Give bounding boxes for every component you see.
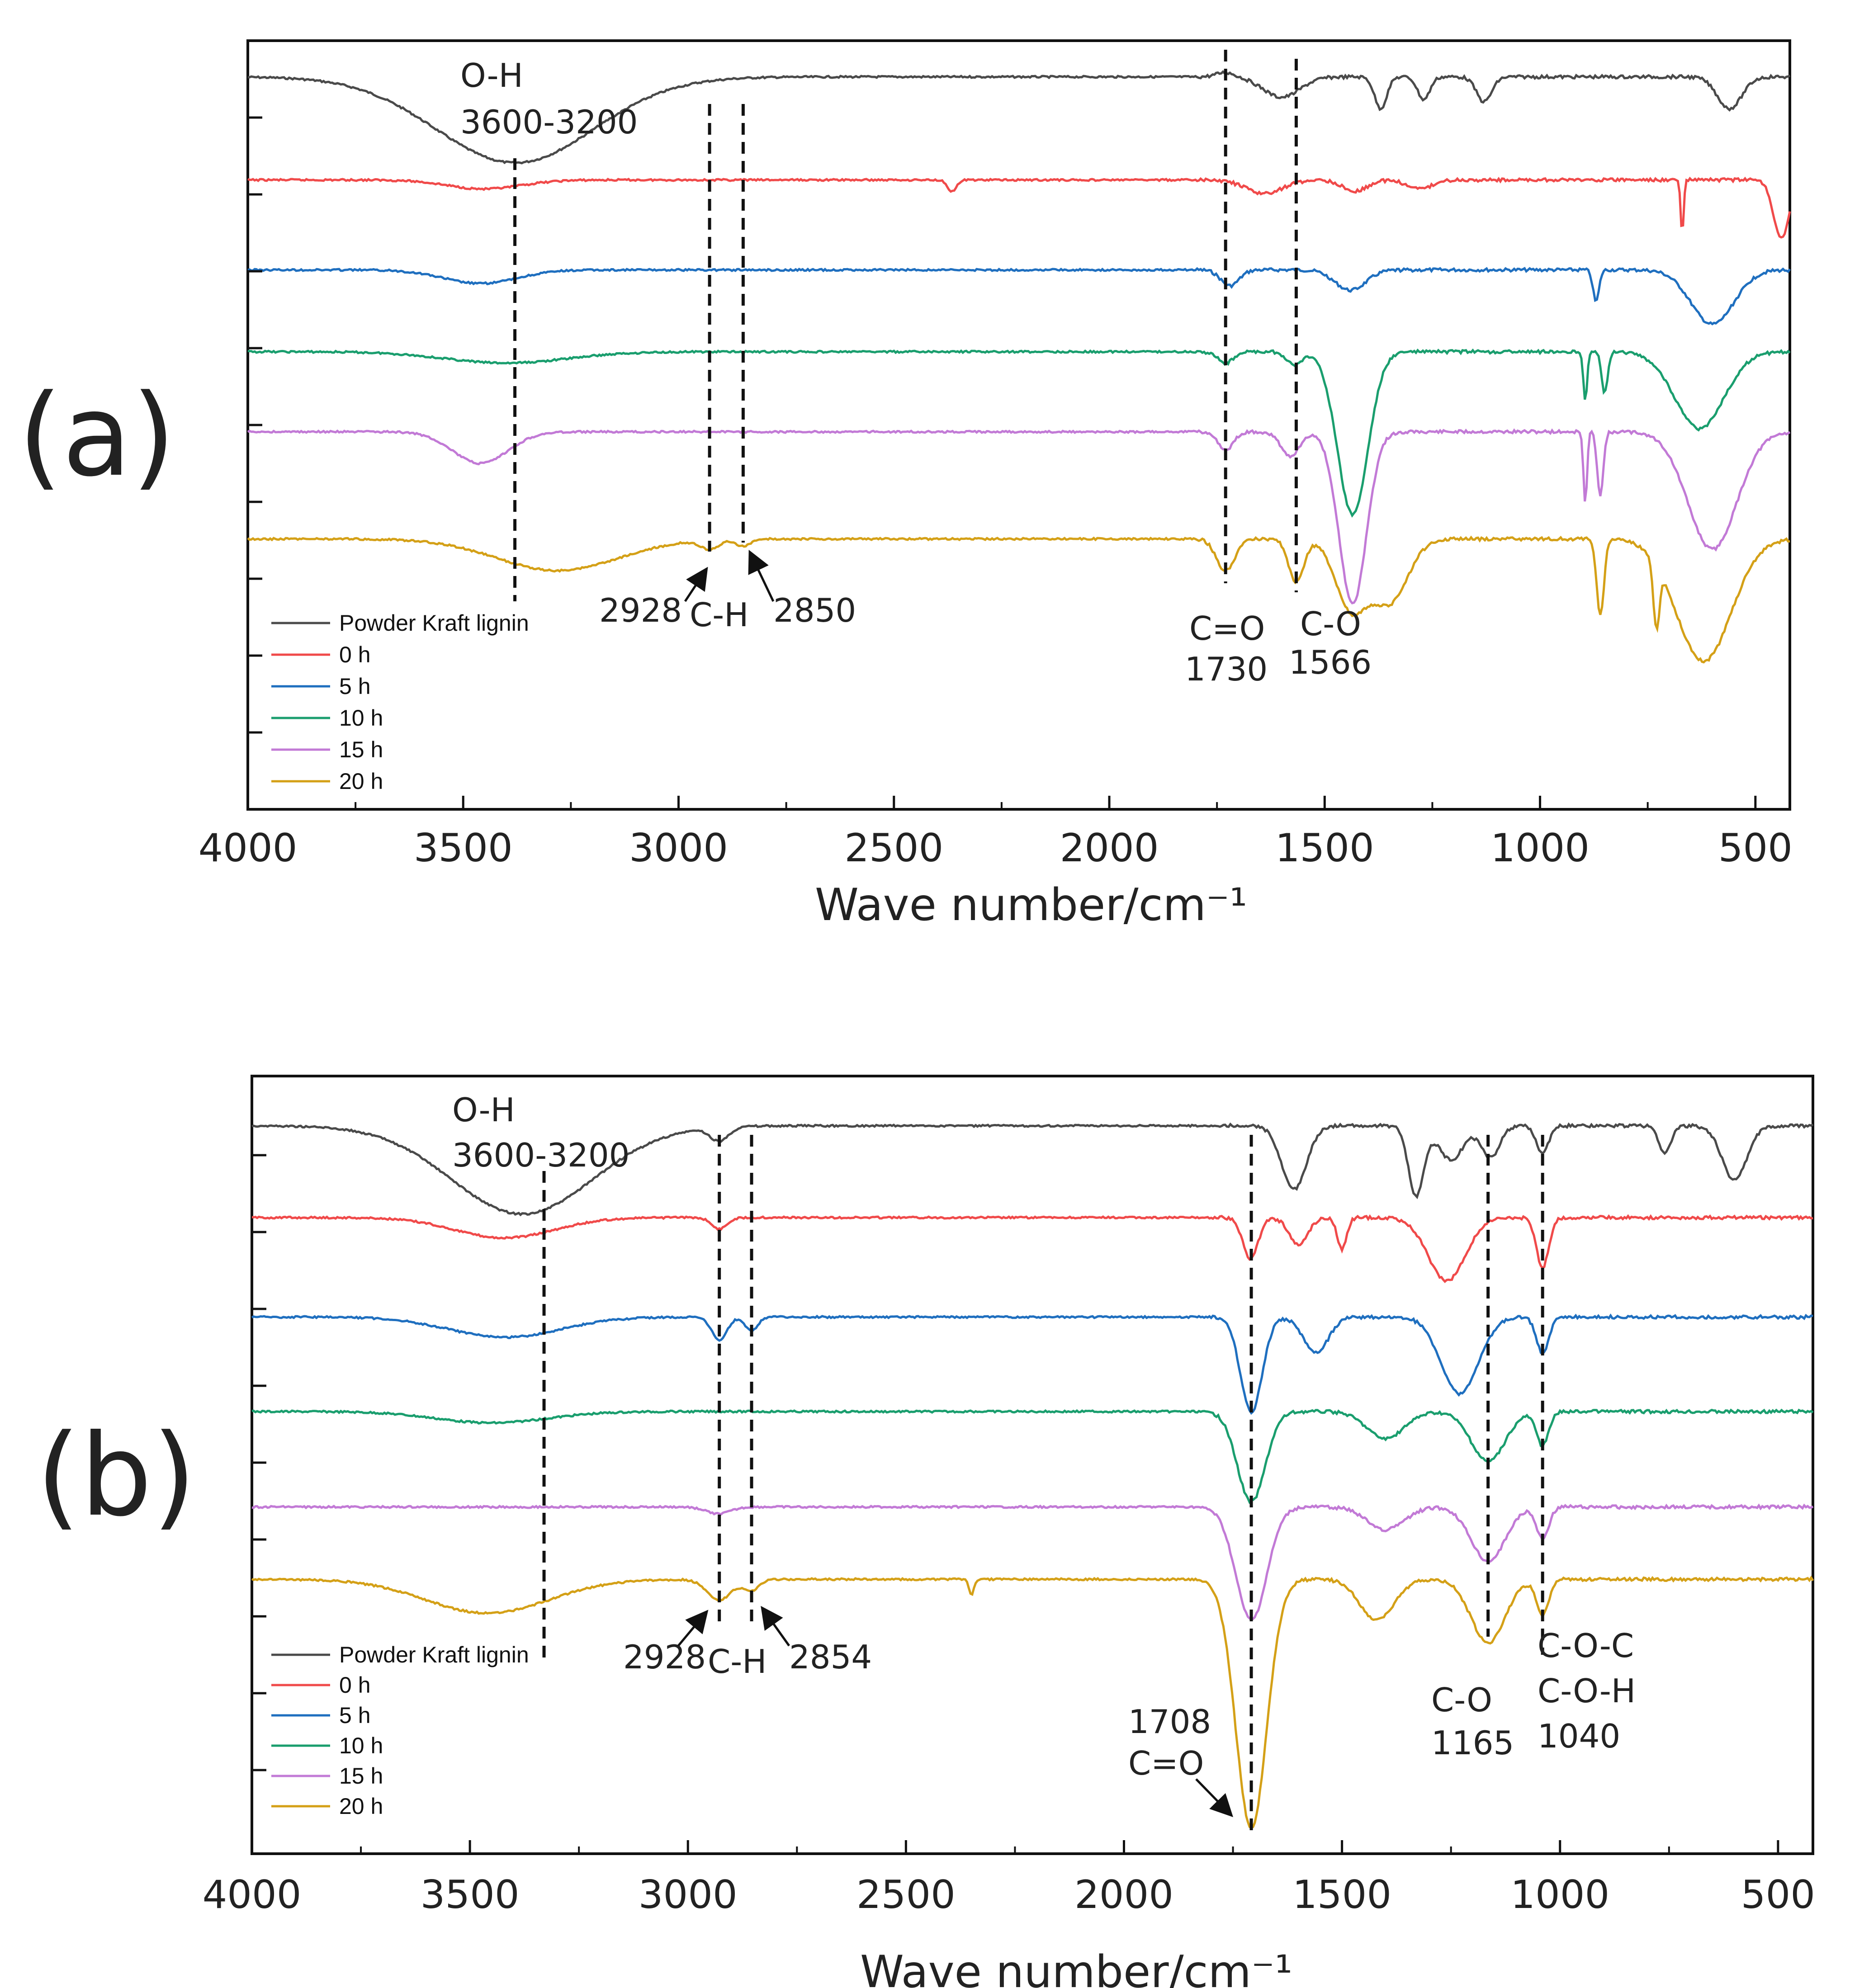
panel-b-legend-label-4: 15 h xyxy=(339,1763,383,1789)
panel-a-x-tick-label-3: 2500 xyxy=(844,826,943,871)
panel-b-ch-2854: 2854 xyxy=(789,1638,872,1676)
panel-a-arrow-2928 xyxy=(684,567,708,602)
panel-a-plot-frame xyxy=(246,39,1791,811)
panel-a-series-line-1 xyxy=(247,176,1791,239)
panel-b-c-o-label: C-O xyxy=(1431,1681,1492,1719)
panel-a-oh-label: O-H xyxy=(460,57,523,94)
panel-b-label: (b) xyxy=(36,1410,196,1541)
panel-b-series-group xyxy=(251,1122,1814,1830)
panel-a-series-line-3 xyxy=(247,348,1791,518)
panel-b-coh-label: C-O-H xyxy=(1538,1672,1636,1710)
panel-b-c-double-o-label: C=O xyxy=(1128,1744,1204,1782)
panel-a-ch-2928: 2928 xyxy=(599,591,682,629)
panel-b-legend: Powder Kraft lignin 0 h 5 h 10 h 15 h 20 h xyxy=(271,1642,529,1819)
panel-a-series-line-0 xyxy=(247,70,1791,165)
panel-b-x-tick-label-6: 1000 xyxy=(1510,1872,1609,1917)
panel-b-x-tick-label-5: 1500 xyxy=(1292,1872,1391,1917)
panel-a-x-axis-title: Wave number/cm⁻¹ xyxy=(815,879,1247,931)
panel-b-x-tick-label-4: 2000 xyxy=(1074,1872,1173,1917)
panel-b-x-tick-label-7: 500 xyxy=(1741,1872,1815,1917)
panel-b-legend-label-0: Powder Kraft lignin xyxy=(339,1642,529,1667)
panel-a-arrow-2850 xyxy=(748,549,775,602)
panel-a-x-tick-label-1: 3500 xyxy=(414,826,513,871)
panel-b-x-axis-title: Wave number/cm⁻¹ xyxy=(860,1946,1292,1988)
panel-a-series-line-2 xyxy=(247,267,1791,326)
panel-a-c-o-label: C-O xyxy=(1300,605,1361,643)
panel-a-series-line-5 xyxy=(247,535,1790,664)
panel-a-y-ticks xyxy=(248,116,262,734)
panel-a-reference-lines xyxy=(513,50,1298,601)
panel-b-series-line-3 xyxy=(251,1408,1814,1504)
panel-b-x-ticks: 4000 3500 3000 2500 2000 1500 1000 500 xyxy=(203,1840,1815,1917)
panel-b-arrow-1708 xyxy=(1195,1778,1233,1818)
panel-b: (b) 4000 3500 3000 2500 2000 1500 1000 500 Wave… xyxy=(36,1075,1815,1988)
panel-a-legend-label-3: 10 h xyxy=(339,705,383,731)
panel-b-series-line-5 xyxy=(251,1575,1814,1830)
panel-b-x-tick-label-0: 4000 xyxy=(203,1872,302,1917)
panel-a-legend-label-2: 5 h xyxy=(339,674,371,699)
panel-b-legend-label-3: 10 h xyxy=(339,1733,383,1758)
panel-b-oh-label: O-H xyxy=(452,1091,515,1129)
panel-a-ch-label: C-H xyxy=(690,596,748,634)
panel-b-legend-label-1: 0 h xyxy=(339,1672,371,1698)
panel-b-legend-label-5: 20 h xyxy=(339,1794,383,1819)
panel-a-c-double-o-label: C=O xyxy=(1189,609,1265,647)
panel-b-x-tick-label-2: 3000 xyxy=(639,1872,738,1917)
panel-a-legend-label-0: Powder Kraft lignin xyxy=(339,610,529,636)
panel-b-series-line-2 xyxy=(251,1313,1813,1415)
panel-b-arrow-2928 xyxy=(677,1610,709,1647)
panel-b-series-line-4 xyxy=(251,1503,1814,1621)
panel-a-x-tick-label-5: 1500 xyxy=(1275,826,1374,871)
panel-a-legend-label-1: 0 h xyxy=(339,642,371,667)
panel-a-x-tick-label-6: 1000 xyxy=(1490,826,1590,871)
panel-a-c-o-value: 1566 xyxy=(1289,643,1372,681)
panel-a-oh-range: 3600-3200 xyxy=(460,103,638,141)
panel-b-x-tick-label-3: 2500 xyxy=(856,1872,956,1917)
panel-a-label: (a) xyxy=(18,370,175,501)
panel-a-x-tick-label-0: 4000 xyxy=(199,826,298,871)
panel-b-plot-frame xyxy=(251,1075,1814,1855)
panel-a: (a) 4000 3500 3000 2500 2000 1500 1000 500 Wave… xyxy=(18,39,1793,931)
panel-a-x-tick-label-4: 2000 xyxy=(1060,826,1159,871)
panel-b-x-tick-label-1: 3500 xyxy=(421,1872,520,1917)
panel-b-reference-lines xyxy=(542,1135,1544,1836)
panel-b-series-line-0 xyxy=(251,1122,1814,1217)
panel-b-series-line-1 xyxy=(251,1214,1813,1284)
panel-b-y-ticks xyxy=(252,1154,266,1771)
panel-a-x-tick-label-2: 3000 xyxy=(629,826,728,871)
panel-a-c-double-o-value: 1730 xyxy=(1185,650,1268,688)
panel-a-series-line-4 xyxy=(247,428,1791,604)
panel-b-legend-label-2: 5 h xyxy=(339,1703,371,1728)
panel-b-ch-label: C-H xyxy=(708,1643,766,1681)
panel-b-oh-range: 3600-3200 xyxy=(452,1136,629,1174)
panel-b-ch-2928: 2928 xyxy=(623,1638,706,1676)
panel-b-coc-value: 1040 xyxy=(1538,1717,1620,1755)
panel-a-legend-label-4: 15 h xyxy=(339,737,383,762)
panel-b-arrow-2854 xyxy=(761,1606,790,1647)
panel-b-c-o-value: 1165 xyxy=(1431,1724,1514,1762)
panel-a-x-tick-label-7: 500 xyxy=(1718,826,1793,871)
panel-a-series-group xyxy=(247,70,1791,664)
panel-a-x-ticks: 4000 3500 3000 2500 2000 1500 1000 500 xyxy=(199,796,1793,871)
panel-a-legend-label-5: 20 h xyxy=(339,769,383,794)
panel-a-ch-2850: 2850 xyxy=(773,591,856,629)
panel-b-coc-label: C-O-C xyxy=(1538,1627,1634,1665)
panel-b-c-double-o-value: 1708 xyxy=(1128,1703,1211,1741)
panel-a-legend: Powder Kraft lignin 0 h 5 h 10 h 15 h 20 h xyxy=(271,610,529,794)
